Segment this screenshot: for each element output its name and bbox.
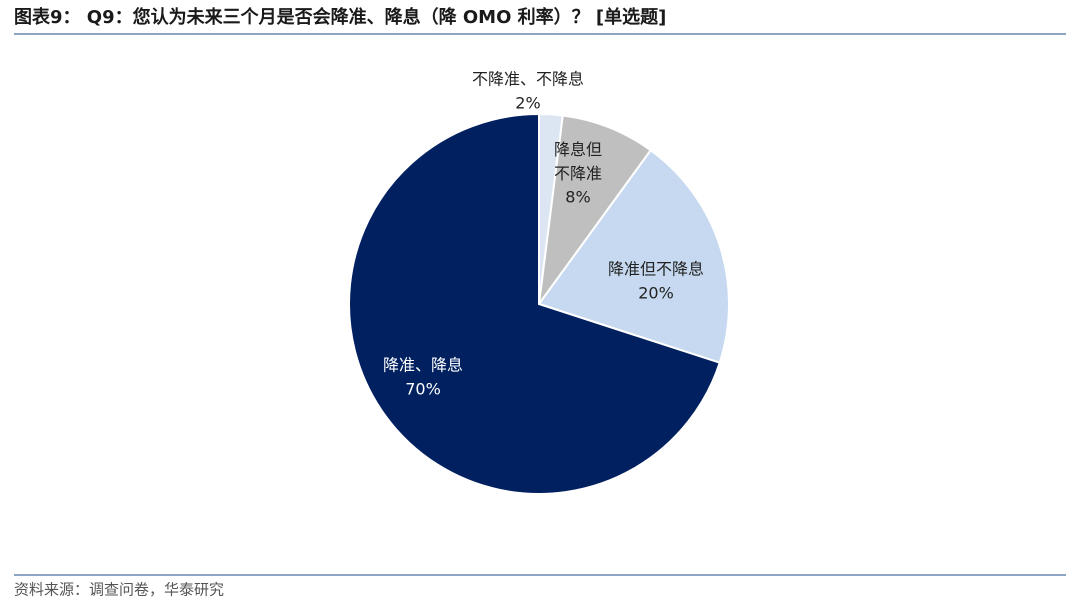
- value-label: 20%: [638, 284, 674, 303]
- pie-slice: [537, 148, 730, 364]
- slice-label: 降准、降息: [383, 356, 463, 375]
- value-label: 8%: [565, 188, 590, 207]
- value-label: 70%: [405, 380, 441, 399]
- slice-label: 降准但不降息: [608, 260, 704, 279]
- pie-slice: [538, 114, 653, 305]
- slice-label: 降息但不降准: [554, 140, 602, 183]
- slice-label: 不降准、不降息: [472, 70, 584, 89]
- value-label: 2%: [515, 94, 540, 113]
- pie-slice: [348, 112, 721, 495]
- chart-title: 图表9： Q9：您认为未来三个月是否会降准、降息（降 OMO 利率）？ [单选题…: [14, 6, 666, 28]
- source: 资料来源：调查问卷，华泰研究: [14, 581, 224, 599]
